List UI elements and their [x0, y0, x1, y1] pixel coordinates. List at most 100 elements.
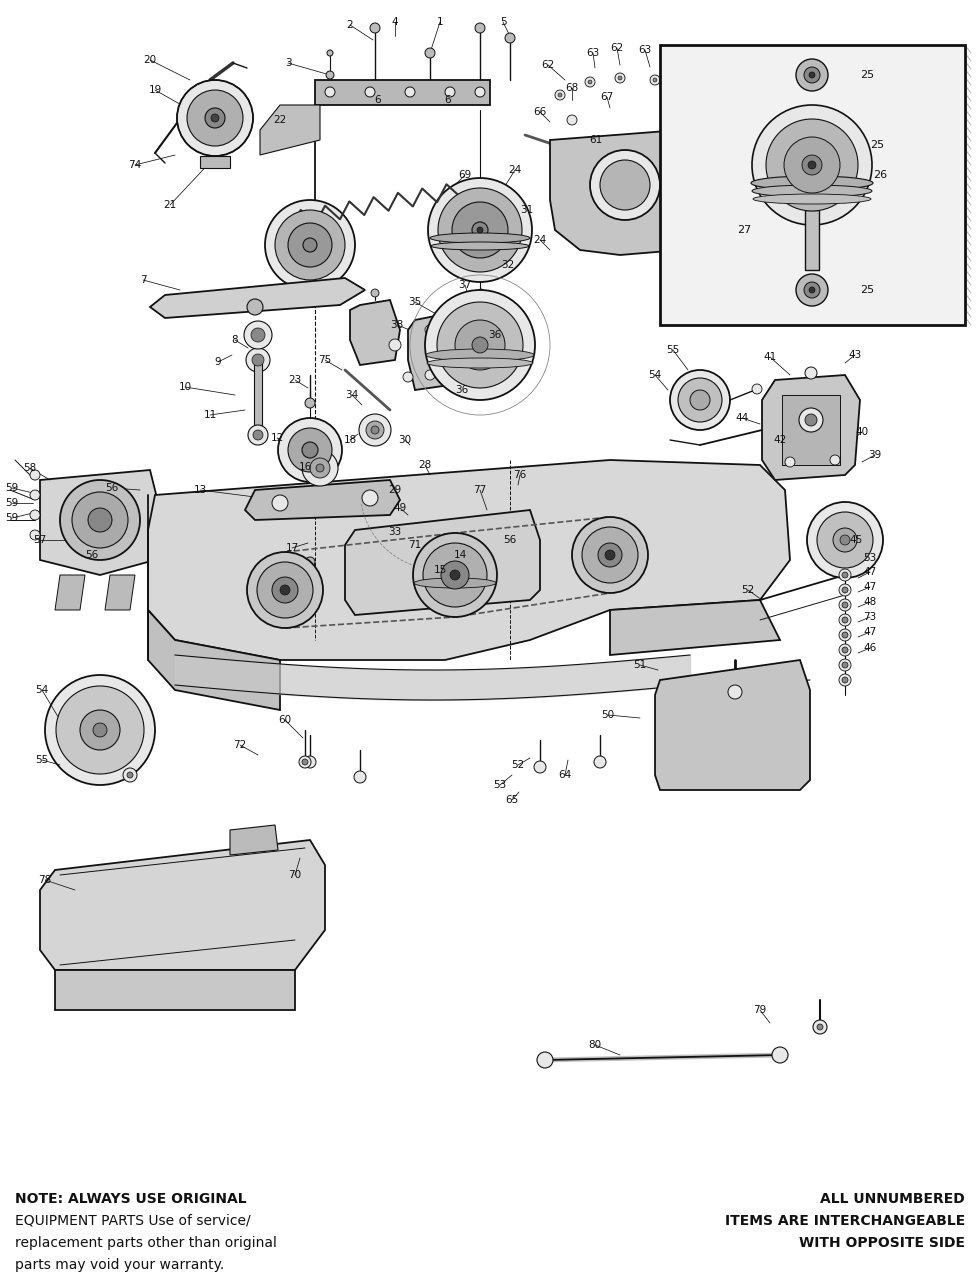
Circle shape [598, 543, 622, 567]
Circle shape [537, 1052, 553, 1068]
Circle shape [588, 79, 592, 84]
Circle shape [252, 355, 264, 366]
Polygon shape [315, 79, 490, 105]
Text: 32: 32 [502, 260, 514, 270]
Text: 49: 49 [393, 503, 407, 513]
Circle shape [425, 47, 435, 58]
Text: 18: 18 [343, 435, 357, 445]
Circle shape [472, 221, 488, 238]
Circle shape [303, 238, 317, 252]
Text: 15: 15 [433, 564, 447, 575]
Bar [200, 156, 230, 168]
Circle shape [615, 73, 625, 83]
Polygon shape [408, 315, 450, 390]
Circle shape [127, 772, 133, 778]
Circle shape [752, 105, 872, 225]
Circle shape [842, 662, 848, 668]
Text: 22: 22 [273, 115, 286, 125]
Text: 59: 59 [5, 513, 19, 524]
Text: 59: 59 [5, 483, 19, 493]
Text: 4: 4 [392, 17, 398, 27]
Circle shape [842, 632, 848, 637]
Text: 11: 11 [204, 410, 217, 420]
Bar [660, 45, 965, 325]
Polygon shape [148, 611, 280, 710]
Circle shape [600, 160, 650, 210]
Circle shape [842, 677, 848, 684]
Polygon shape [688, 189, 720, 260]
Text: 13: 13 [193, 485, 207, 495]
Text: 24: 24 [509, 165, 521, 175]
Circle shape [299, 756, 311, 768]
Text: 47: 47 [863, 582, 877, 591]
Circle shape [804, 282, 820, 298]
Polygon shape [148, 460, 790, 660]
Circle shape [365, 87, 375, 97]
Circle shape [817, 512, 873, 568]
Text: replacement parts other than original: replacement parts other than original [15, 1236, 277, 1251]
Circle shape [840, 535, 850, 545]
Circle shape [839, 628, 851, 641]
Circle shape [477, 289, 485, 297]
Circle shape [60, 480, 140, 561]
Text: 26: 26 [873, 170, 887, 180]
Circle shape [594, 756, 606, 768]
Circle shape [455, 320, 505, 370]
Circle shape [618, 76, 622, 79]
Circle shape [839, 614, 851, 626]
Text: 19: 19 [148, 84, 162, 95]
Circle shape [572, 517, 648, 593]
Circle shape [93, 723, 107, 737]
Circle shape [275, 210, 345, 280]
Circle shape [839, 644, 851, 655]
Circle shape [30, 509, 40, 520]
Circle shape [305, 557, 315, 567]
Text: 30: 30 [399, 435, 412, 445]
Text: 61: 61 [589, 134, 603, 145]
Circle shape [30, 470, 40, 480]
Text: 55: 55 [666, 346, 679, 355]
Text: 23: 23 [288, 375, 302, 385]
Polygon shape [350, 300, 400, 365]
Text: 75: 75 [318, 355, 331, 365]
Circle shape [839, 570, 851, 581]
Circle shape [253, 430, 263, 440]
Circle shape [809, 287, 815, 293]
Circle shape [839, 659, 851, 671]
Text: 3: 3 [284, 58, 291, 68]
Text: 2: 2 [347, 20, 354, 29]
Text: 34: 34 [345, 390, 359, 399]
Circle shape [187, 90, 243, 146]
Text: 45: 45 [850, 535, 862, 545]
Text: 35: 35 [409, 297, 421, 307]
Circle shape [30, 530, 40, 540]
Text: 64: 64 [559, 771, 571, 780]
Circle shape [477, 227, 483, 233]
Text: 44: 44 [735, 413, 749, 422]
Circle shape [842, 602, 848, 608]
Text: 65: 65 [506, 795, 518, 805]
Circle shape [305, 398, 315, 408]
Circle shape [784, 137, 840, 193]
Text: 25: 25 [859, 285, 874, 294]
Circle shape [692, 242, 708, 259]
Circle shape [325, 87, 335, 97]
Circle shape [670, 84, 680, 95]
Circle shape [728, 685, 742, 699]
Circle shape [839, 599, 851, 611]
Circle shape [438, 188, 522, 271]
Text: 60: 60 [278, 716, 292, 724]
Polygon shape [245, 480, 400, 520]
Circle shape [450, 570, 460, 580]
Circle shape [475, 87, 485, 97]
Text: 58: 58 [24, 463, 36, 474]
Ellipse shape [752, 186, 872, 197]
Text: 70: 70 [288, 870, 302, 881]
Text: ALL UNNUMBERED: ALL UNNUMBERED [820, 1192, 965, 1206]
Circle shape [785, 457, 795, 467]
Circle shape [558, 93, 562, 97]
Circle shape [354, 771, 366, 783]
Text: 41: 41 [763, 352, 776, 362]
Circle shape [362, 490, 378, 506]
Circle shape [45, 675, 155, 785]
